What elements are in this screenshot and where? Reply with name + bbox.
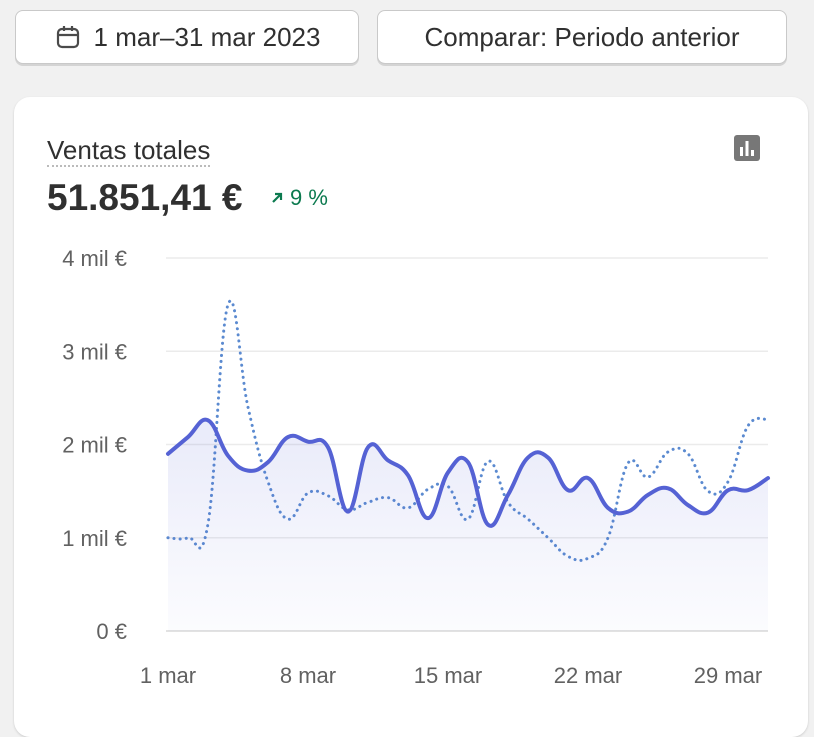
date-button[interactable]: 1 mar–31 mar 2023 xyxy=(15,10,359,64)
chart: 0 € 1 mil € 2 mil € 3 mil € 4 mil € 1 mar 8 ma… xyxy=(62,246,770,688)
calendar-icon xyxy=(56,26,79,49)
current-line xyxy=(166,417,770,528)
card-title[interactable]: Ventas totales xyxy=(47,135,211,167)
total-sales: 51.851,41 € xyxy=(47,177,243,218)
page: 1 mar–31 mar 2023 Comparar: Periodo ante… xyxy=(14,10,808,737)
compare-label: Comparar: Periodo anterior xyxy=(424,21,740,52)
y-tick-label: 4 mil € xyxy=(62,246,127,271)
change: 9 % xyxy=(270,185,328,211)
x-tick-label: 1 mar xyxy=(140,663,196,688)
x-tick-label: 8 mar xyxy=(280,663,336,688)
x-tick-label: 29 mar xyxy=(694,663,762,688)
x-tick-label: 15 mar xyxy=(414,663,482,688)
date-label: 1 mar–31 mar 2023 xyxy=(93,21,321,52)
up-arrow xyxy=(272,192,283,203)
chart-type-icon[interactable] xyxy=(732,133,762,163)
compare-button[interactable]: Comparar: Periodo anterior xyxy=(377,10,787,64)
x-tick-label: 22 mar xyxy=(554,663,622,688)
change-value: 9 % xyxy=(290,185,328,210)
y-tick-label: 2 mil € xyxy=(62,433,127,458)
series-area xyxy=(168,419,768,631)
y-tick-label: 1 mil € xyxy=(62,526,127,551)
y-tick-label: 3 mil € xyxy=(62,339,127,364)
y-tick-label: 0 € xyxy=(96,619,127,644)
